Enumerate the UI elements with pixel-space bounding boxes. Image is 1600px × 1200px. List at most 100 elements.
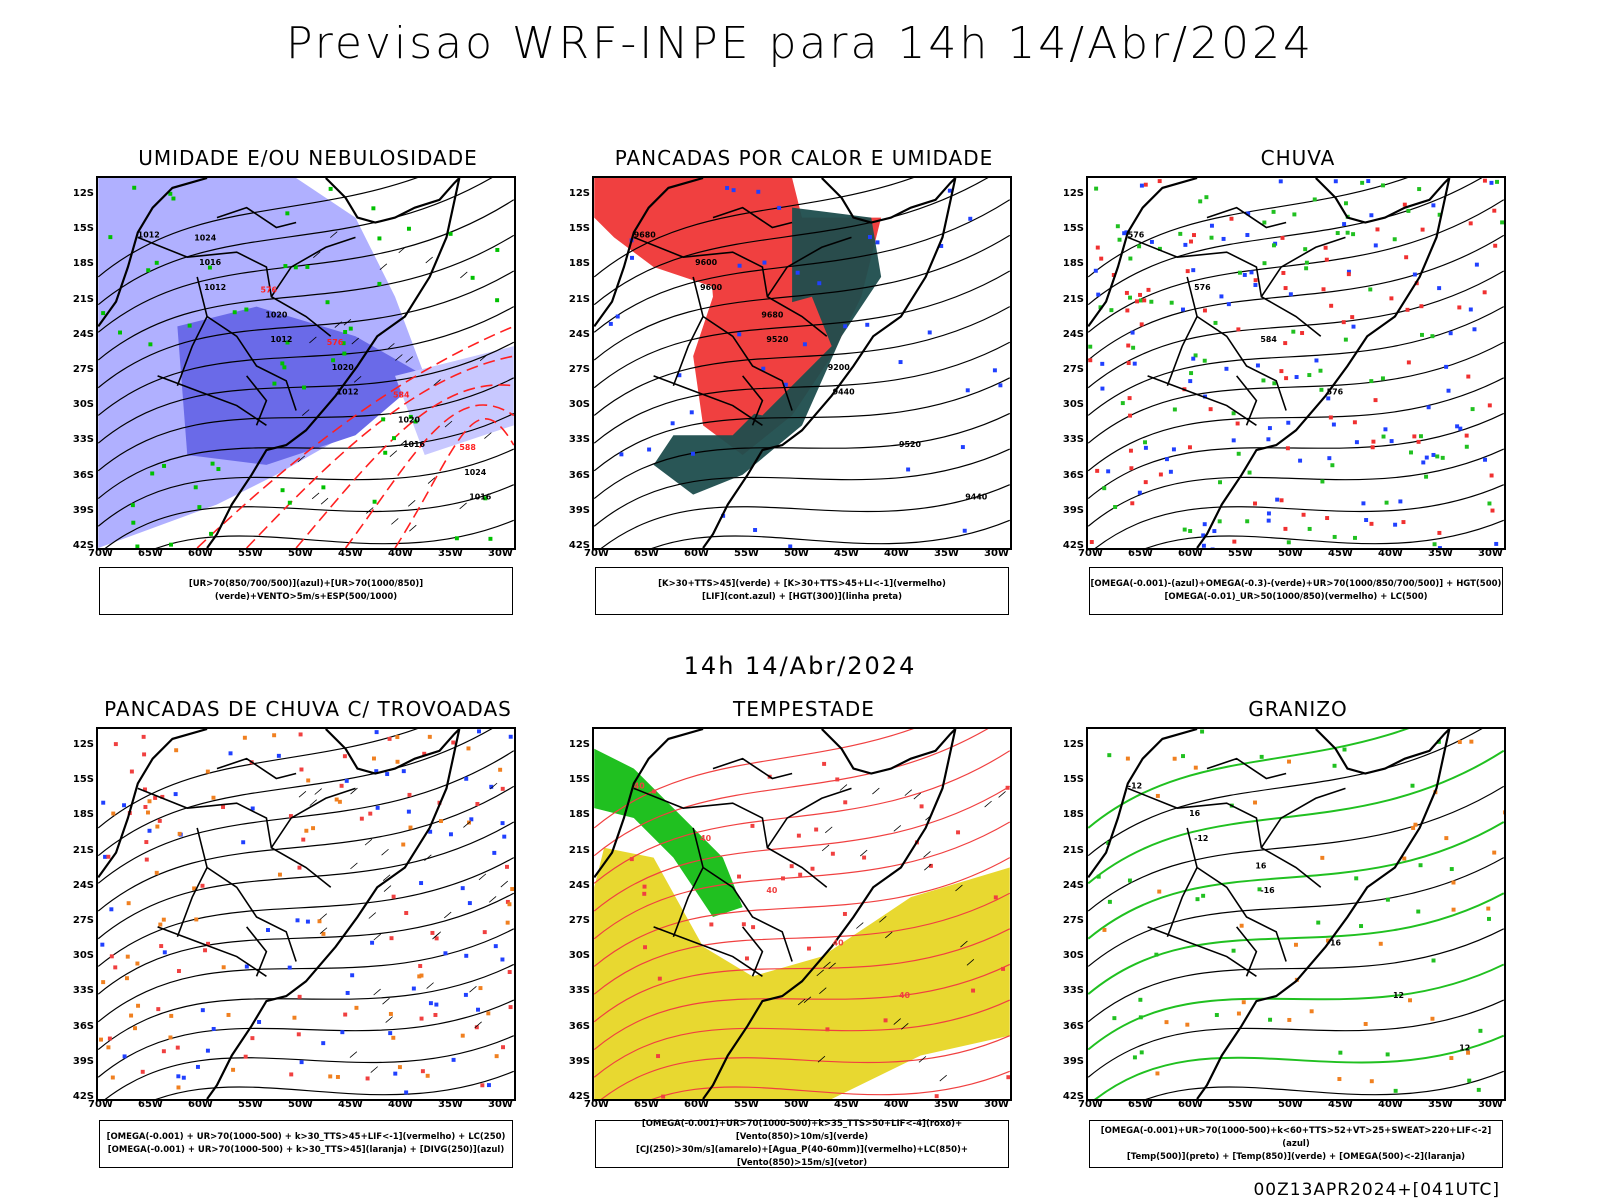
- forecast-map: 1012 1012 1012 1012 1016 1016 1016 1020 1020 1020…: [96, 176, 516, 550]
- lon-tick-label: 40W: [1378, 1099, 1403, 1110]
- lat-tick-label: 30S: [568, 950, 590, 962]
- lon-tick-label: 50W: [784, 548, 809, 559]
- contour-label: 9600: [695, 258, 718, 267]
- lon-tick-label: 55W: [238, 1099, 263, 1110]
- lat-tick-label: 21S: [568, 844, 590, 856]
- lat-tick-label: 36S: [72, 1020, 94, 1032]
- lon-tick-label: 45W: [338, 1099, 363, 1110]
- panel-legend: [UR>70(850/700/500)](azul)+[UR>70(1000/8…: [99, 567, 513, 615]
- contour-label: 588: [459, 443, 476, 452]
- run-info: 00Z13APR2024+[041UTC]: [1253, 1180, 1500, 1200]
- map-canvas: -12 -12 -16 -16 12 12 16 16: [1088, 729, 1504, 1099]
- lon-tick-label: 70W: [584, 1099, 609, 1110]
- lon-tick-label: 40W: [884, 1099, 909, 1110]
- legend-line: [OMEGA(-0.01)_UR>50(1000/850)(vermelho) …: [1164, 592, 1428, 602]
- lat-tick-label: 24S: [568, 328, 590, 340]
- lon-tick-label: 30W: [984, 548, 1009, 559]
- lon-tick-label: 55W: [734, 1099, 759, 1110]
- lat-tick-label: 15S: [568, 223, 590, 235]
- lon-tick-label: 40W: [388, 1099, 413, 1110]
- lat-tick-label: 27S: [72, 915, 94, 926]
- lon-tick-label: 35W: [934, 1099, 959, 1110]
- contour-label: 40: [766, 886, 778, 895]
- lon-tick-label: 50W: [288, 548, 313, 559]
- lat-tick-label: 42S: [1062, 1091, 1084, 1102]
- lat-tick-label: 27S: [568, 364, 590, 375]
- lat-tick-label: 12S: [1062, 188, 1084, 199]
- contour-label: 584: [393, 391, 410, 400]
- lat-tick-label: 18S: [1062, 809, 1084, 821]
- lat-tick-label: 39S: [1062, 1055, 1084, 1067]
- longitude-axis: 70W 65W 60W 55W 50W 45W 40W 35W 30W: [88, 1099, 516, 1113]
- contour-label: 9680: [634, 230, 657, 239]
- lat-tick-label: 24S: [72, 328, 94, 340]
- lon-tick-label: 65W: [634, 1099, 659, 1110]
- lon-tick-label: 60W: [188, 548, 213, 559]
- lat-tick-label: 12S: [72, 188, 94, 199]
- lat-tick-label: 18S: [72, 809, 94, 821]
- lat-tick-label: 33S: [568, 434, 590, 446]
- contour-label: 40: [833, 939, 845, 948]
- lat-tick-label: 18S: [568, 809, 590, 821]
- latitude-axis: 12S 15S 18S 21S 24S 27S 30S 33S 36S 39S 42S: [1050, 727, 1084, 1102]
- contour-label: -12: [1194, 834, 1208, 843]
- forecast-map: [96, 727, 516, 1101]
- contour-label: 576: [1194, 283, 1211, 292]
- lon-tick-label: 50W: [1278, 1099, 1303, 1110]
- lat-tick-label: 39S: [568, 1055, 590, 1067]
- panel-legend: [OMEGA(-0.001) + UR>70(1000-500) + k>30_…: [99, 1120, 513, 1168]
- contour-label: 1020: [265, 310, 288, 319]
- lon-tick-label: 35W: [438, 1099, 463, 1110]
- lat-tick-label: 36S: [568, 469, 590, 481]
- panel-title: PANCADAS POR CALOR E UMIDADE: [614, 146, 994, 170]
- contour-label: 16: [1255, 861, 1267, 870]
- lon-tick-label: 55W: [238, 548, 263, 559]
- lat-tick-label: 42S: [72, 540, 94, 551]
- map-canvas: 9680 9600 9520 9440 9520 9440 9600 9680 9200: [594, 178, 1010, 548]
- lat-tick-label: 36S: [568, 1020, 590, 1032]
- lat-tick-label: 27S: [568, 915, 590, 926]
- lon-tick-label: 70W: [88, 548, 113, 559]
- lon-tick-label: 45W: [1328, 548, 1353, 559]
- lat-tick-label: 39S: [72, 504, 94, 516]
- longitude-axis: 70W 65W 60W 55W 50W 45W 40W 35W 30W: [584, 548, 1012, 562]
- lon-tick-label: 55W: [1228, 548, 1253, 559]
- latitude-axis: 12S 15S 18S 21S 24S 27S 30S 33S 36S 39S 42S: [556, 176, 590, 551]
- lat-tick-label: 33S: [1062, 985, 1084, 997]
- lon-tick-label: 30W: [984, 1099, 1009, 1110]
- contour-label: 1020: [332, 363, 355, 372]
- lat-tick-label: 42S: [568, 540, 590, 551]
- lat-tick-label: 33S: [72, 985, 94, 997]
- lon-tick-label: 35W: [934, 548, 959, 559]
- lon-tick-label: 30W: [488, 1099, 513, 1110]
- panel-title: PANCADAS DE CHUVA C/ TROVOADAS: [104, 697, 512, 721]
- contour-label: 1012: [337, 388, 359, 397]
- contour-label: 9440: [965, 493, 988, 502]
- contour-label: 1012: [204, 283, 226, 292]
- lat-tick-label: 36S: [72, 469, 94, 481]
- lon-tick-label: 35W: [1428, 548, 1453, 559]
- forecast-map: -12 -12 -16 -16 12 12 16 16: [1086, 727, 1506, 1101]
- lat-tick-label: 33S: [72, 434, 94, 446]
- panel-title: UMIDADE E/OU NEBULOSIDADE: [138, 146, 478, 170]
- lat-tick-label: 42S: [1062, 540, 1084, 551]
- lat-tick-label: 15S: [72, 774, 94, 786]
- lat-tick-label: 18S: [72, 258, 94, 270]
- lon-tick-label: 60W: [684, 1099, 709, 1110]
- contour-label: 576: [1327, 388, 1344, 397]
- lat-tick-label: 18S: [1062, 258, 1084, 270]
- forecast-time-label: 14h 14/Abr/2024: [683, 652, 917, 680]
- lat-tick-label: 30S: [568, 399, 590, 411]
- lat-tick-label: 42S: [568, 1091, 590, 1102]
- lon-tick-label: 60W: [1178, 548, 1203, 559]
- lon-tick-label: 50W: [288, 1099, 313, 1110]
- lon-tick-label: 70W: [1078, 548, 1103, 559]
- contour-label: 40: [634, 781, 646, 790]
- lat-tick-label: 27S: [1062, 915, 1084, 926]
- lat-tick-label: 36S: [1062, 469, 1084, 481]
- lat-tick-label: 12S: [72, 739, 94, 750]
- lat-tick-label: 33S: [568, 985, 590, 997]
- latitude-axis: 12S 15S 18S 21S 24S 27S 30S 33S 36S 39S 42S: [60, 727, 94, 1102]
- lon-tick-label: 65W: [1128, 548, 1153, 559]
- contour-label: -16: [1327, 939, 1342, 948]
